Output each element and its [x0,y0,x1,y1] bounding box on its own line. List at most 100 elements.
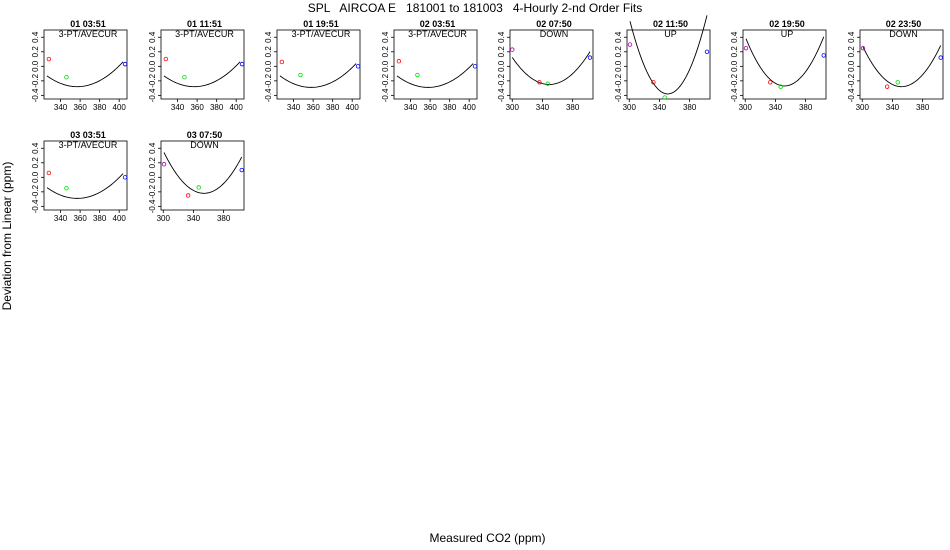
x-tick-label: 380 [93,214,107,223]
data-point [239,167,244,173]
data-point [414,72,420,78]
y-tick-label: -0.4 [847,88,856,102]
data-point [64,75,69,80]
y-tick-label: -0.4 [264,88,273,102]
fit-curve [396,63,473,88]
y-tick-label: -0.2 [497,73,506,87]
x-tick-label: 340 [170,103,184,112]
y-tick-label: 0.0 [148,171,157,183]
x-tick-label: 300 [739,103,753,112]
data-point [704,49,709,54]
y-tick-label: 0.4 [730,31,739,43]
panel-subtitle: 3-PT/AVECUR [408,29,467,39]
data-point [938,55,943,60]
chart-panel: 02 19:50 UP -0.4 -0.2 0.0 0.2 0.4 300 340 380 [729,19,845,137]
panel-plot: -0.4-0.20.0 0.2 0.4 340 360 380 400 [148,29,244,112]
data-point [895,80,900,85]
fit-curve [629,15,707,95]
y-tick-label: 0.4 [381,31,390,43]
y-tick-label: 0.2 [148,46,157,58]
x-tick-label: 340 [186,214,200,223]
data-point [650,80,656,85]
data-point [64,186,69,191]
x-tick-label: 380 [93,103,107,112]
panel-title: 03 07:50 [186,130,223,140]
y-tick-label: -0.2 [730,73,739,87]
data-point [161,162,166,167]
y-tick-label: -0.2 [264,73,273,87]
panel-subtitle: UP [664,29,677,39]
y-tick-label: 0.4 [148,142,157,154]
data-point [537,80,542,85]
y-tick-label: 0.0 [847,60,856,72]
data-point [185,193,190,198]
y-tick-label: -0.4 [497,88,506,102]
data-point [472,64,477,69]
y-tick-label: -0.2 [31,184,40,198]
y-tick-label: -0.4 [148,88,157,102]
y-tick-label: 0.0 [497,60,506,72]
y-tick-label: -0.2 [847,73,856,87]
x-tick-label: 340 [885,103,899,112]
fit-curve [163,61,240,88]
x-tick-label: 340 [536,103,550,112]
data-point [545,81,550,86]
plot-frame [626,29,710,100]
plot-frame [509,29,594,100]
y-tick-label: 0.0 [730,60,739,72]
panel-title: 01 19:51 [303,19,339,29]
fit-curve [46,61,124,88]
y-tick-label: 0.2 [381,46,390,58]
x-tick-label: 400 [113,103,127,112]
panel-plot: -0.4-0.20.0 0.2 0.4 300 340 380 [148,140,244,223]
panel-subtitle: 3-PT/AVECUR [58,29,118,39]
panel-plot: -0.4-0.20.0 0.2 0.4 340 360 380 400 [31,140,128,223]
y-tick-label: -0.2 [148,184,157,198]
y-tick-label: -0.4 [148,199,157,213]
panel-subtitle: DOWN [190,140,219,150]
chart-panel: 01 11:51 3-PT/AVECUR -0.4 -0.2 0.0 0.2 0.4 340 3… [147,19,263,137]
panel-plot: -0.4-0.20.0 0.2 0.4 300 340 380 [497,29,594,112]
x-tick-label: 400 [462,103,476,112]
y-tick-label: 0.0 [381,60,390,72]
y-tick-label: -0.4 [614,88,623,102]
x-tick-label: 380 [326,103,340,112]
plot-frame [859,29,943,100]
chart-panel: 02 23:50 DOWN -0.4 -0.2 0.0 0.2 0.4 300 340 380 [846,19,950,137]
y-tick-label: 0.4 [31,31,40,43]
panel-title: 02 11:50 [652,19,689,29]
plot-frame [393,29,477,100]
x-tick-label: 340 [54,103,68,112]
plot-frame [160,29,244,100]
x-tick-label: 300 [622,103,636,112]
plot-frame [160,140,244,211]
panel-title: 03 03:51 [70,130,106,140]
data-point [821,53,826,58]
data-point [743,45,749,51]
data-point [884,84,889,89]
panel-subtitle: 3-PT/AVECUR [58,140,118,150]
panel-title: 02 19:50 [769,19,805,29]
x-tick-label: 360 [73,214,87,223]
x-tick-label: 380 [442,103,456,112]
x-tick-label: 380 [566,103,580,112]
data-point [46,56,52,62]
x-tick-label: 360 [190,103,204,112]
plot-frame [742,29,827,100]
chart-panel: 02 07:50 DOWN -0.4 -0.2 0.0 0.2 0.4 300 340 380 [496,19,612,137]
x-tick-label: 380 [209,103,223,112]
fit-curve [163,152,242,194]
y-tick-label: 0.4 [31,142,40,154]
data-point [778,84,783,89]
chart-title: SPL AIRCOA E 181001 to 181003 4-Hourly 2… [307,1,643,15]
x-tick-label: 340 [769,103,783,112]
y-tick-label: -0.2 [614,73,623,87]
plot-frame [43,29,128,100]
panel-plot: -0.4-0.20.0 0.2 0.4 300 340 380 [730,29,827,112]
panel-title: 02 03:51 [419,19,456,29]
y-tick-label: 0.2 [264,46,273,58]
y-tick-label: 0.2 [847,46,856,58]
y-tick-label: 0.2 [730,46,739,58]
y-tick-label: -0.4 [730,88,739,102]
x-axis-label: Measured CO2 (ppm) [429,531,546,545]
